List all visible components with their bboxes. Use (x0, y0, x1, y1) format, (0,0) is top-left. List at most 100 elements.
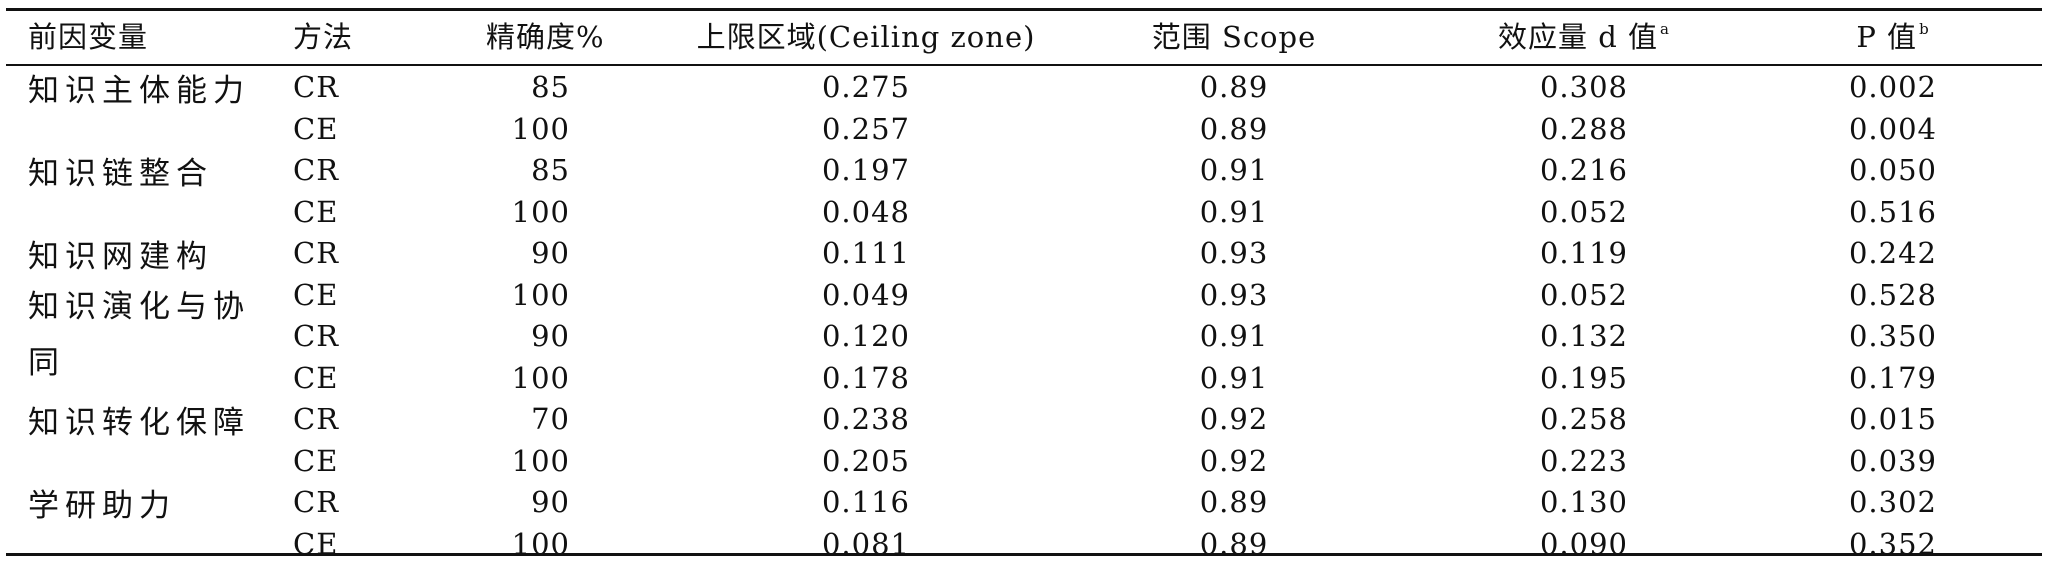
effect-size-cell: 0.119 (1539, 236, 1629, 270)
effect-size-cell: 0.258 (1539, 402, 1629, 436)
header-p-value-text: P 值 (1856, 20, 1918, 54)
p-value-cell: 0.004 (1848, 111, 1938, 146)
method-cell: CR (293, 319, 340, 353)
nca-results-table: 前因变量 方法 精确度% 上限区域(Ceiling zone) 范围 Scope… (6, 8, 2042, 561)
precision-cell: 100 (511, 443, 570, 478)
effect-size-cell: 0.052 (1539, 277, 1629, 312)
p-value-cell: 0.050 (1848, 153, 1938, 187)
antecedent-label: 知识链整合 (28, 156, 213, 192)
ceiling-zone-cell: 0.111 (821, 236, 911, 270)
precision-cell: 100 (511, 526, 570, 561)
scope-cell: 0.93 (1199, 277, 1269, 312)
precision-cell: 100 (511, 194, 570, 229)
method-cell: CE (293, 194, 339, 229)
effect-size-cell: 0.090 (1539, 526, 1629, 561)
antecedent-label: 知识演化与协同 (28, 289, 250, 381)
header-effect-size-sup: a (1660, 20, 1670, 38)
table-row: CR 70 0.238 0.92 0.258 0.015 (6, 399, 2042, 440)
precision-cell: 85 (531, 70, 570, 104)
scope-cell: 0.89 (1199, 485, 1269, 519)
precision-cell: 90 (531, 236, 570, 270)
precision-cell: 100 (511, 111, 570, 146)
table-row: CR 90 0.116 0.89 0.130 0.302 (6, 482, 2042, 523)
table-header-row: 前因变量 方法 精确度% 上限区域(Ceiling zone) 范围 Scope… (6, 11, 2042, 66)
table-row: CR 85 0.197 0.91 0.216 0.050 (6, 150, 2042, 191)
scope-cell: 0.93 (1199, 236, 1269, 270)
ceiling-zone-cell: 0.048 (821, 194, 911, 229)
table-row: CE 100 0.048 0.91 0.052 0.516 (6, 192, 2042, 233)
method-cell: CR (293, 402, 340, 436)
method-cell: CE (293, 111, 339, 146)
antecedent-label: 知识转化保障 (28, 405, 250, 441)
ceiling-zone-cell: 0.178 (821, 360, 911, 395)
effect-size-cell: 0.132 (1539, 319, 1629, 353)
scope-cell: 0.89 (1199, 111, 1269, 146)
scope-cell: 0.91 (1199, 319, 1269, 353)
p-value-cell: 0.039 (1848, 443, 1938, 478)
ceiling-zone-cell: 0.081 (821, 526, 911, 561)
antecedent-label: 学研助力 (28, 488, 176, 524)
precision-cell: 100 (511, 360, 570, 395)
precision-cell: 85 (531, 153, 570, 187)
scope-cell: 0.91 (1199, 194, 1269, 229)
ceiling-zone-cell: 0.120 (821, 319, 911, 353)
p-value-cell: 0.179 (1848, 360, 1938, 395)
p-value-cell: 0.528 (1848, 277, 1938, 312)
scope-cell: 0.91 (1199, 153, 1269, 187)
method-cell: CE (293, 526, 339, 561)
method-cell: CE (293, 277, 339, 312)
p-value-cell: 0.350 (1848, 319, 1938, 353)
precision-cell: 100 (511, 277, 570, 312)
precision-cell: 90 (531, 485, 570, 519)
table-row: CE 100 0.049 0.93 0.052 0.528 (6, 275, 2042, 316)
scope-cell: 0.91 (1199, 360, 1269, 395)
p-value-cell: 0.302 (1848, 485, 1938, 519)
ceiling-zone-cell: 0.238 (821, 402, 911, 436)
scope-cell: 0.92 (1199, 402, 1269, 436)
ceiling-zone-cell: 0.205 (821, 443, 911, 478)
antecedent-label: 知识网建构 (28, 239, 213, 275)
table-row: CE 100 0.257 0.89 0.288 0.004 (6, 109, 2042, 150)
table-row: CR 90 0.120 0.91 0.132 0.350 (6, 316, 2042, 357)
effect-size-cell: 0.223 (1539, 443, 1629, 478)
ceiling-zone-cell: 0.257 (821, 111, 911, 146)
precision-cell: 90 (531, 319, 570, 353)
ceiling-zone-cell: 0.197 (821, 153, 911, 187)
ceiling-zone-cell: 0.275 (821, 70, 911, 104)
effect-size-cell: 0.308 (1539, 70, 1629, 104)
header-antecedent: 前因变量 (28, 20, 149, 54)
method-cell: CE (293, 360, 339, 395)
header-p-value-sup: b (1919, 20, 1930, 38)
header-ceiling-zone: 上限区域(Ceiling zone) (696, 20, 1036, 54)
p-value-cell: 0.242 (1848, 236, 1938, 270)
p-value-cell: 0.516 (1848, 194, 1938, 229)
table-row: CR 85 0.275 0.89 0.308 0.002 (6, 67, 2042, 108)
effect-size-cell: 0.288 (1539, 111, 1629, 146)
method-cell: CR (293, 485, 340, 519)
header-scope: 范围 Scope (1151, 20, 1317, 54)
method-cell: CE (293, 443, 339, 478)
p-value-cell: 0.352 (1848, 526, 1938, 561)
scope-cell: 0.89 (1199, 70, 1269, 104)
table-row: CR 90 0.111 0.93 0.119 0.242 (6, 233, 2042, 274)
header-precision: 精确度% (486, 20, 605, 54)
method-cell: CR (293, 236, 340, 270)
p-value-cell: 0.015 (1848, 402, 1938, 436)
method-cell: CR (293, 70, 340, 104)
header-method: 方法 (293, 20, 354, 54)
effect-size-cell: 0.052 (1539, 194, 1629, 229)
table-row: CE 100 0.081 0.89 0.090 0.352 (6, 524, 2042, 565)
antecedent-label: 知识主体能力 (28, 73, 250, 109)
effect-size-cell: 0.216 (1539, 153, 1629, 187)
effect-size-cell: 0.130 (1539, 485, 1629, 519)
p-value-cell: 0.002 (1848, 70, 1938, 104)
table-row: CE 100 0.178 0.91 0.195 0.179 (6, 358, 2042, 399)
ceiling-zone-cell: 0.049 (821, 277, 911, 312)
scope-cell: 0.89 (1199, 526, 1269, 561)
method-cell: CR (293, 153, 340, 187)
header-effect-size-text: 效应量 d 值 (1498, 20, 1659, 54)
ceiling-zone-cell: 0.116 (821, 485, 911, 519)
scope-cell: 0.92 (1199, 443, 1269, 478)
